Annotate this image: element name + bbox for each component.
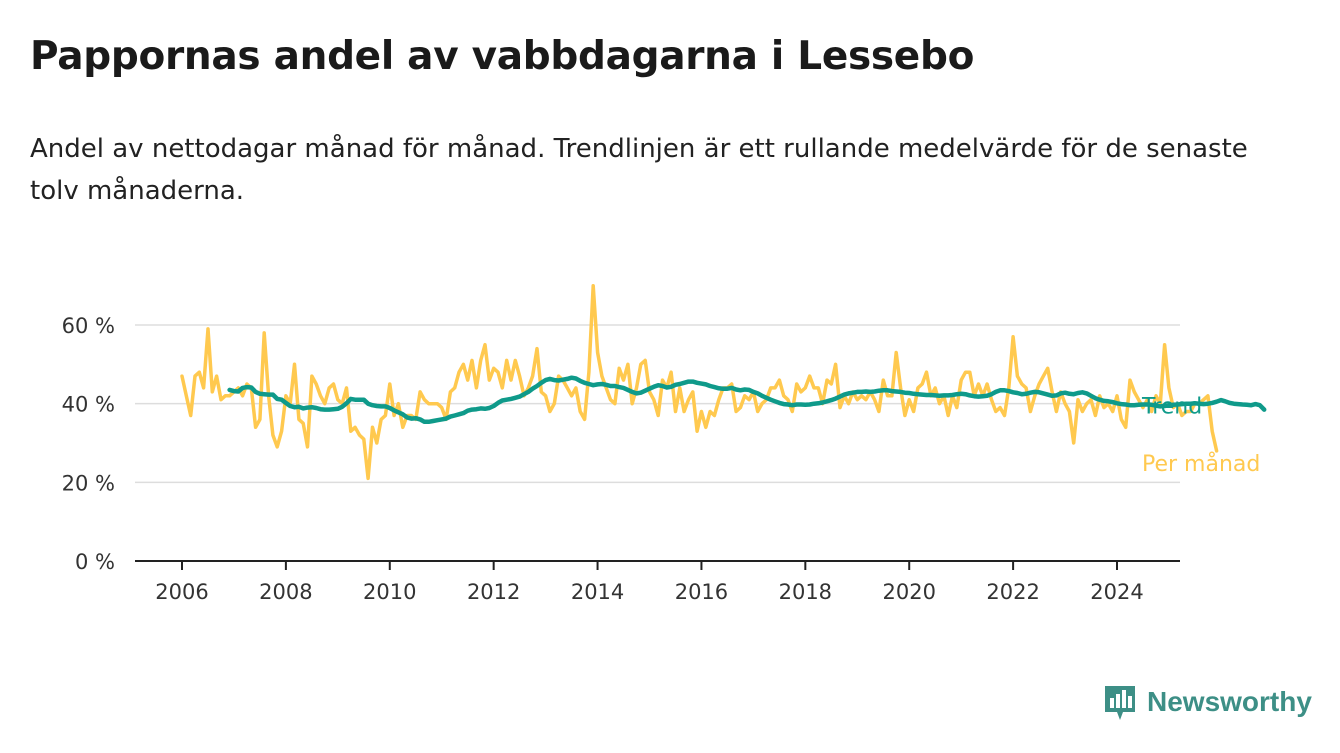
monthly-label: Per månad <box>1142 451 1260 477</box>
x-tick-label: 2014 <box>571 580 624 604</box>
monthly-line <box>180 283 1219 481</box>
series-labels: Per månad Trend <box>1141 395 1260 477</box>
x-tick-label: 2006 <box>155 580 208 604</box>
x-tick-label: 2016 <box>675 580 728 604</box>
x-tick-label: 2008 <box>259 580 312 604</box>
trend-line <box>227 375 1267 425</box>
y-axis-ticks: 0 % 20 % 40 % 60 % <box>62 314 115 574</box>
y-tick-label: 60 % <box>62 314 115 338</box>
page-title: Pappornas andel av vabbdagarna i Lessebo <box>30 34 975 79</box>
grid-lines <box>135 324 1180 562</box>
y-tick-label: 0 % <box>75 550 115 574</box>
series-lines <box>180 283 1267 481</box>
trend-label: Trend <box>1141 395 1202 420</box>
newsworthy-logo-icon <box>1103 684 1137 720</box>
brand-name: Newsworthy <box>1147 686 1312 717</box>
x-tick-label: 2024 <box>1090 580 1143 604</box>
x-tick-label: 2012 <box>467 580 520 604</box>
x-tick-label: 2022 <box>986 580 1039 604</box>
x-tick-label: 2020 <box>882 580 935 604</box>
x-tick-label: 2010 <box>363 580 416 604</box>
newsworthy-logo: Newsworthy <box>1103 683 1312 721</box>
y-tick-label: 40 % <box>62 393 115 417</box>
x-tick-label: 2018 <box>779 580 832 604</box>
x-axis-ticks: 2006 2008 2010 2012 2014 2016 2018 2020 2022 2024 <box>155 561 1144 604</box>
page-subtitle: Andel av nettodagar månad för månad. Tre… <box>30 134 1248 206</box>
y-tick-label: 20 % <box>62 471 115 495</box>
